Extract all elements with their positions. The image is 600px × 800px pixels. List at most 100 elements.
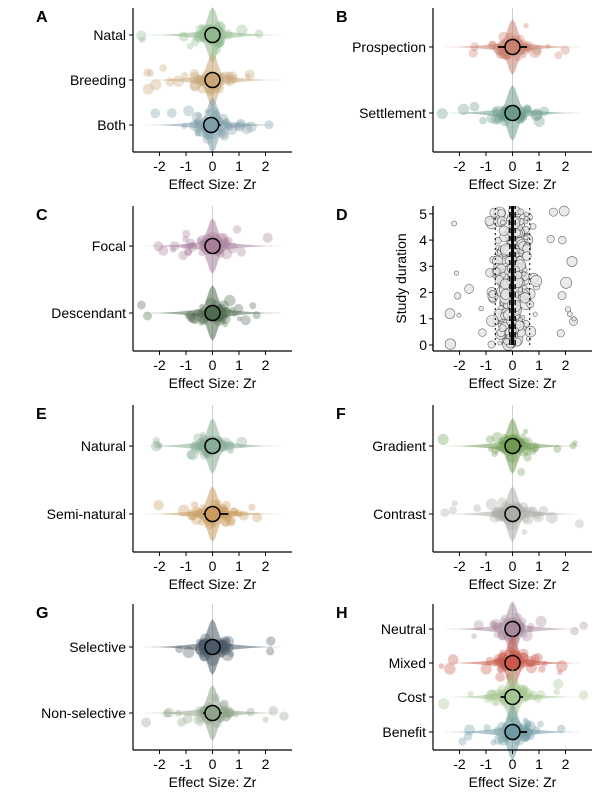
effect-size-point: [485, 689, 498, 702]
effect-size-point: [192, 308, 205, 321]
x-tick-label: -2: [153, 357, 166, 373]
effect-size-point: [198, 24, 207, 33]
effect-size-point: [522, 428, 529, 435]
effect-size-point: [496, 48, 505, 57]
effect-size-point: [245, 121, 257, 133]
effect-size-point: [172, 75, 185, 87]
effect-size-point: [522, 41, 534, 53]
effect-size-point: [222, 707, 234, 718]
study-point: [532, 311, 538, 317]
effect-size-point: [218, 505, 228, 515]
study-point: [549, 207, 558, 217]
effect-size-point: [224, 642, 232, 649]
effect-size-point: [457, 103, 470, 116]
study-point: [558, 236, 567, 245]
effect-size-point: [522, 717, 529, 724]
effect-size-point: [199, 651, 210, 662]
effect-size-point: [169, 241, 180, 251]
y-axis-title: Study duration: [393, 233, 409, 323]
study-point: [523, 235, 529, 241]
effect-size-point: [174, 709, 182, 717]
category-label: Benefit: [382, 724, 426, 740]
category-mixed: Mixed: [389, 635, 592, 691]
effect-size-point: [497, 721, 507, 732]
effect-size-point: [526, 445, 532, 451]
effect-size-point: [487, 40, 497, 50]
effect-size-point: [233, 303, 244, 314]
effect-size-point: [224, 236, 233, 245]
effect-size-point: [517, 502, 529, 514]
effect-size-point: [236, 24, 248, 36]
effect-size-point: [523, 719, 532, 728]
effect-size-point: [522, 437, 533, 447]
effect-size-point: [236, 247, 246, 257]
effect-size-point: [262, 232, 273, 243]
effect-size-point: [530, 653, 540, 664]
effect-size-point: [491, 699, 498, 706]
effect-size-point: [490, 619, 502, 631]
effect-size-point: [204, 109, 210, 114]
x-axis-title: Effect Size: Zr: [169, 576, 257, 592]
study-point: [454, 292, 462, 300]
effect-size-point: [266, 647, 275, 656]
effect-size-point: [518, 617, 527, 626]
effect-size-point: [221, 314, 231, 324]
effect-size-point: [190, 513, 202, 525]
effect-size-point: [523, 723, 530, 730]
effect-size-point: [212, 110, 221, 119]
effect-size-point: [447, 654, 459, 665]
effect-size-point: [493, 44, 505, 55]
effect-size-point: [227, 242, 238, 254]
effect-size-point: [527, 622, 535, 630]
effect-size-point: [227, 448, 234, 455]
x-axis-title: Effect Size: Zr: [169, 375, 257, 391]
effect-size-point: [219, 72, 226, 80]
effect-size-point: [497, 684, 507, 694]
effect-size-point: [181, 72, 189, 80]
effect-size-point: [156, 442, 163, 449]
effect-size-point: [569, 442, 577, 450]
study-point: [523, 215, 529, 221]
effect-size-point: [553, 678, 564, 690]
effect-size-point: [489, 690, 499, 700]
effect-size-point: [473, 504, 482, 513]
effect-size-point: [146, 69, 155, 77]
effect-size-point: [498, 622, 503, 628]
effect-size-point: [521, 659, 528, 666]
effect-size-point: [493, 658, 501, 666]
x-tick-label: 2: [562, 756, 570, 772]
category-focal: Focal: [92, 218, 292, 274]
category-label: Semi-natural: [47, 506, 126, 522]
study-point: [519, 292, 531, 304]
category-breeding: Breeding: [70, 52, 292, 108]
effect-size-point: [187, 508, 199, 521]
effect-size-point: [494, 514, 503, 522]
effect-size-point: [234, 509, 243, 518]
effect-size-point: [194, 442, 202, 450]
effect-size-point: [141, 717, 152, 728]
effect-size-point: [490, 114, 502, 125]
effect-size-point: [220, 71, 231, 83]
effect-size-point: [523, 727, 529, 733]
effect-size-point: [225, 80, 232, 87]
effect-size-point: [511, 716, 520, 725]
y-tick-label: 2: [419, 285, 427, 301]
x-tick-label: 2: [262, 357, 270, 373]
effect-size-point: [560, 45, 570, 55]
effect-size-point: [519, 687, 528, 697]
x-tick-label: 2: [262, 756, 270, 772]
category-natal: Natal: [93, 7, 292, 63]
effect-size-point: [193, 118, 202, 127]
effect-size-point: [471, 633, 477, 639]
study-point: [522, 251, 532, 261]
effect-size-point: [150, 79, 162, 91]
study-point: [451, 220, 457, 227]
x-axis-title: Effect Size: Zr: [469, 576, 557, 592]
effect-size-point: [244, 69, 255, 80]
effect-size-point: [521, 529, 528, 535]
effect-size-point: [233, 510, 240, 517]
effect-size-point: [521, 514, 530, 523]
effect-size-point: [193, 117, 203, 127]
mean-estimate: [504, 654, 521, 672]
effect-size-point: [491, 621, 498, 628]
